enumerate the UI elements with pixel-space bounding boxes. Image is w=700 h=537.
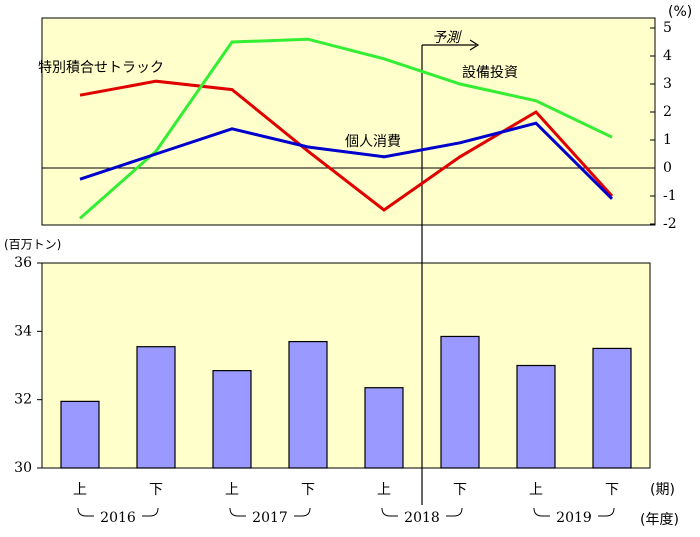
y-tick-label: 2 xyxy=(663,104,672,120)
y-tick-label: 32 xyxy=(14,392,32,408)
y-tick-label: -1 xyxy=(663,188,677,204)
group-label: 2018 xyxy=(404,510,440,526)
y-tick-label: 34 xyxy=(14,323,32,339)
line-series xyxy=(79,79,614,212)
forecast-label: 予測 xyxy=(432,30,462,46)
x-tick-label: 上 xyxy=(73,482,87,498)
x-tick-label: 下 xyxy=(605,482,619,498)
arrow-head xyxy=(469,39,480,51)
y-tick-label: 36 xyxy=(14,255,32,271)
group-label: 2016 xyxy=(100,510,136,526)
series-label: 特別積合せトラック xyxy=(38,60,164,76)
x-tick-label: 下 xyxy=(301,482,315,498)
bar xyxy=(212,370,252,469)
y-unit: (%) xyxy=(668,4,692,20)
y-tick-label: 3 xyxy=(663,76,672,92)
y-tick-label: 1 xyxy=(663,132,672,148)
bar-plot-area xyxy=(41,262,651,469)
y-unit: (百万トン) xyxy=(4,238,61,252)
group-label: 2019 xyxy=(556,510,592,526)
x-unit: (期) xyxy=(650,482,675,498)
bar xyxy=(364,387,404,469)
x-tick-label: 上 xyxy=(529,482,543,498)
group-label: 2017 xyxy=(252,510,288,526)
group-unit: (年度) xyxy=(640,512,679,528)
x-tick-label: 上 xyxy=(225,482,239,498)
bar xyxy=(440,335,480,469)
bar xyxy=(288,340,328,469)
y-tick-label: 5 xyxy=(663,20,672,36)
bar xyxy=(516,364,556,469)
y-tick-label: -2 xyxy=(663,216,677,232)
x-tick-label: 上 xyxy=(377,482,391,498)
line-plot-area xyxy=(41,17,656,226)
x-tick-label: 下 xyxy=(149,482,163,498)
y-tick-label: 4 xyxy=(663,48,672,64)
group-bracket xyxy=(533,507,615,517)
x-tick-label: 下 xyxy=(453,482,467,498)
y-tick-label: 0 xyxy=(663,160,672,176)
bar xyxy=(136,346,176,469)
bar xyxy=(60,400,100,469)
line-series xyxy=(79,121,614,200)
group-bracket xyxy=(77,507,159,517)
bar xyxy=(592,347,632,469)
line-series xyxy=(79,37,613,220)
series-label: 個人消費 xyxy=(345,134,401,150)
group-bracket xyxy=(229,507,311,517)
y-tick-label: 30 xyxy=(14,460,32,476)
group-bracket xyxy=(381,507,463,517)
series-label: 設備投資 xyxy=(462,65,518,81)
